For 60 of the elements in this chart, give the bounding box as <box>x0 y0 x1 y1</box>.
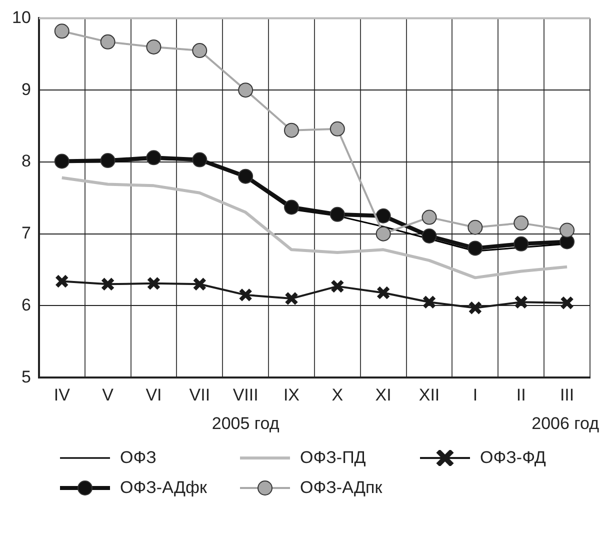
point <box>376 226 391 242</box>
legend-label: ОФЗ-ПД <box>300 448 366 468</box>
point <box>422 295 436 310</box>
x-tick-label: V <box>102 385 114 404</box>
legend-label: ОФЗ-АДфк <box>120 478 207 498</box>
point <box>192 277 207 292</box>
point <box>330 279 344 294</box>
y-tick-label: 9 <box>21 80 31 99</box>
point <box>284 122 299 138</box>
x-tick-label: VIII <box>232 385 258 404</box>
x-tick-label: IV <box>54 385 71 404</box>
point <box>100 34 116 50</box>
legend-label: ОФЗ-ФД <box>480 448 546 468</box>
point <box>192 152 208 168</box>
point <box>146 276 161 290</box>
point <box>468 240 483 256</box>
legend-label: ОФЗ-АДпк <box>300 478 382 498</box>
point <box>284 200 299 215</box>
point <box>514 236 529 252</box>
x-tick-label: VII <box>189 385 210 404</box>
point <box>146 150 162 166</box>
point <box>100 277 115 292</box>
x-tick-label: I <box>472 385 478 404</box>
point <box>468 220 483 235</box>
x-tick-label: III <box>560 385 574 404</box>
point <box>238 82 254 98</box>
point <box>238 168 254 184</box>
point <box>54 154 70 169</box>
point <box>422 210 437 225</box>
y-tick-label: 7 <box>21 224 31 243</box>
y-tick-label: 10 <box>12 8 31 27</box>
point <box>422 228 437 244</box>
point <box>238 288 253 302</box>
point <box>376 286 390 300</box>
x-tick-label: VI <box>146 385 162 404</box>
point <box>560 296 574 310</box>
text: 2005 год <box>212 414 280 434</box>
point <box>514 216 529 231</box>
point <box>192 43 208 58</box>
point <box>330 206 345 222</box>
x-tick-label: IX <box>283 385 300 404</box>
y-tick-label: 5 <box>21 367 31 386</box>
y-tick-label: 8 <box>21 152 31 171</box>
point <box>54 24 70 39</box>
y-tick-label: 6 <box>21 295 31 314</box>
point <box>146 39 162 54</box>
point <box>284 292 298 306</box>
text: 2006 год <box>532 414 600 434</box>
point <box>376 208 391 224</box>
legend-label: ОФЗ <box>120 448 156 468</box>
x-tick-label: XII <box>418 385 440 404</box>
point <box>468 300 482 315</box>
point <box>514 295 528 310</box>
point <box>100 153 116 168</box>
point <box>560 222 575 238</box>
x-tick-label: XI <box>375 385 392 404</box>
point <box>330 121 345 136</box>
x-tick-label: X <box>332 385 344 404</box>
x-tick-label: II <box>516 385 526 404</box>
point <box>54 274 69 288</box>
